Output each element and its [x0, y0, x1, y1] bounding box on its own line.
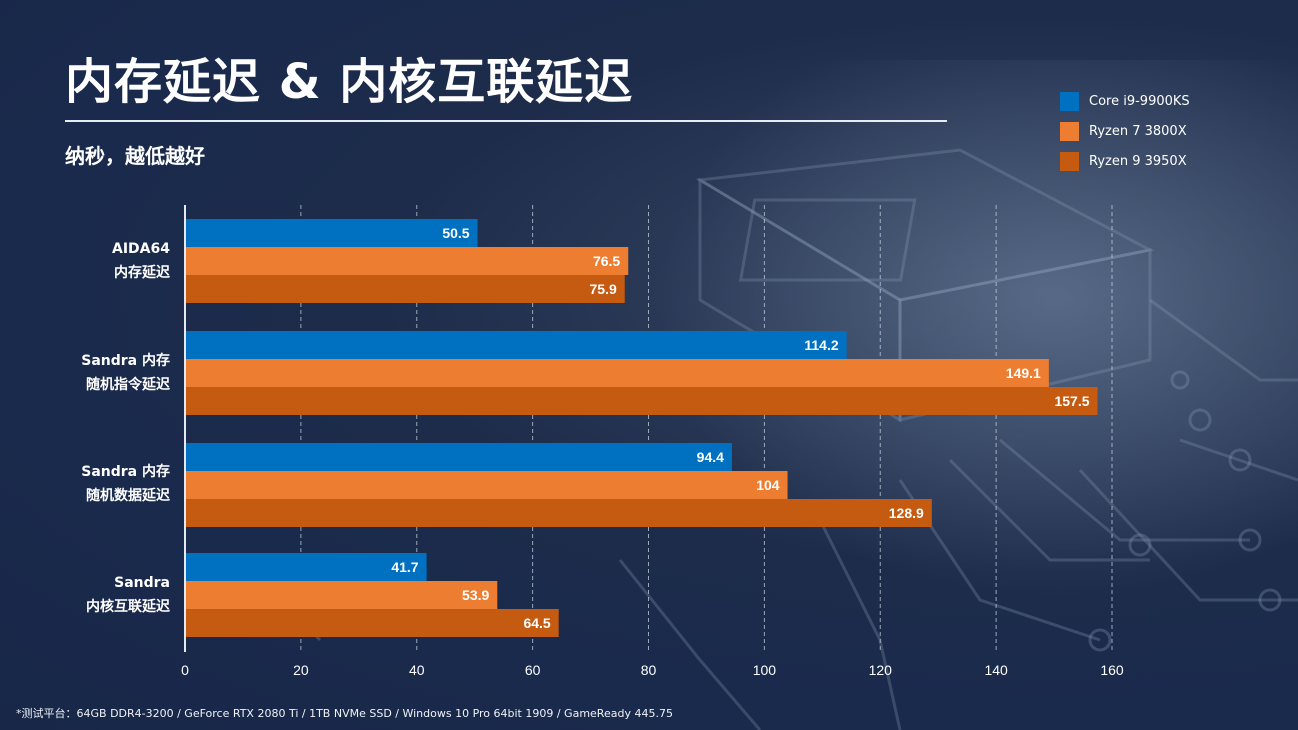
x-tick-label: 80 — [641, 662, 657, 678]
category-label-line: 随机数据延迟 — [86, 488, 170, 504]
data-label: 50.5 — [442, 225, 469, 241]
x-tick-label: 60 — [525, 662, 541, 678]
data-label: 53.9 — [462, 587, 489, 603]
legend-label: Ryzen 9 3950X — [1089, 153, 1187, 169]
bar — [185, 443, 732, 471]
data-label: 114.2 — [804, 337, 838, 353]
bar — [185, 387, 1098, 415]
title-divider — [65, 120, 947, 122]
legend-swatch — [1060, 91, 1079, 111]
bar — [185, 471, 788, 499]
data-label: 149.1 — [1006, 365, 1041, 381]
x-tick-label: 40 — [409, 662, 425, 678]
legend-swatch — [1060, 151, 1079, 171]
bar — [185, 247, 629, 275]
legend-item-ryzen-9-3950x: Ryzen 9 3950X — [1060, 146, 1190, 176]
page-subtitle: 纳秒，越低越好 — [65, 144, 205, 168]
x-tick-label: 100 — [753, 662, 777, 678]
category-label-line: Sandra 内存 — [81, 464, 170, 480]
data-label: 157.5 — [1054, 393, 1089, 409]
bar — [185, 553, 427, 581]
bar — [185, 499, 932, 527]
data-label: 104 — [756, 477, 780, 493]
data-label: 41.7 — [391, 559, 418, 575]
category-label: AIDA64 内存延迟 — [20, 237, 170, 285]
category-label-line: 内核互联延迟 — [86, 599, 170, 615]
bar — [185, 359, 1049, 387]
legend-item-ryzen-7-3800x: Ryzen 7 3800X — [1060, 116, 1190, 146]
page-title: 内存延迟 & 内核互联延迟 — [65, 54, 634, 110]
legend-label: Ryzen 7 3800X — [1089, 123, 1187, 139]
data-label: 76.5 — [593, 253, 620, 269]
x-tick-label: 0 — [181, 662, 189, 678]
data-label: 75.9 — [589, 281, 616, 297]
bar — [185, 219, 478, 247]
data-label: 94.4 — [697, 449, 724, 465]
bar — [185, 331, 847, 359]
category-label: Sandra 内存 随机指令延迟 — [20, 349, 170, 397]
legend-swatch — [1060, 121, 1079, 141]
x-tick-label: 120 — [869, 662, 893, 678]
x-tick-label: 20 — [293, 662, 309, 678]
data-label: 64.5 — [523, 615, 550, 631]
bar — [185, 275, 625, 303]
test-platform-footnote: *测试平台：64GB DDR4-3200 / GeForce RTX 2080 … — [16, 707, 673, 720]
bar — [185, 581, 498, 609]
category-label-line: Sandra 内存 — [81, 353, 170, 369]
category-label: Sandra 内存 随机数据延迟 — [20, 460, 170, 508]
category-label-line: 内存延迟 — [114, 265, 170, 281]
category-label-line: 随机指令延迟 — [86, 377, 170, 393]
category-label-line: AIDA64 — [112, 241, 170, 257]
bar — [185, 609, 559, 637]
category-label-line: Sandra — [114, 575, 170, 591]
legend-item-core-i9-9900ks: Core i9-9900KS — [1060, 86, 1190, 116]
data-label: 128.9 — [889, 505, 924, 521]
category-label: Sandra 内核互联延迟 — [20, 571, 170, 619]
x-tick-label: 160 — [1100, 662, 1124, 678]
chart-legend: Core i9-9900KS Ryzen 7 3800X Ryzen 9 395… — [1060, 86, 1190, 176]
x-tick-label: 140 — [984, 662, 1008, 678]
legend-label: Core i9-9900KS — [1089, 93, 1190, 109]
